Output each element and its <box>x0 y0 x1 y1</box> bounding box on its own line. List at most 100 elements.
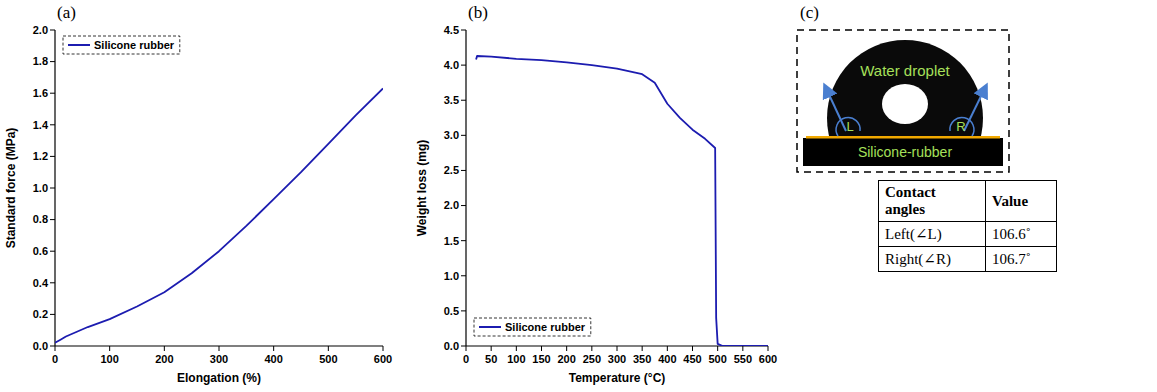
y-tick <box>461 310 466 311</box>
substrate <box>803 138 1003 166</box>
y-tick <box>50 61 55 62</box>
legend-swatch <box>479 326 501 328</box>
series-group <box>55 88 383 342</box>
panel-label: (b) <box>468 3 488 22</box>
x-tick-label: 400 <box>658 353 676 365</box>
droplet-highlight <box>882 84 928 124</box>
table-row: Left(∠L)106.6˚ <box>879 222 1057 247</box>
legend-box <box>63 36 180 54</box>
x-tick-label: 250 <box>583 353 601 365</box>
y-tick <box>461 100 466 101</box>
y-tick-label: 1.8 <box>33 55 48 67</box>
panel-label: (a) <box>57 3 76 22</box>
y-tick-label: 3.5 <box>444 94 459 106</box>
legend: Silicone rubber <box>63 36 180 54</box>
x-tick-label: 50 <box>485 353 497 365</box>
y-tick <box>50 314 55 315</box>
y-tick-label: 2.0 <box>33 24 48 36</box>
legend-swatch <box>68 44 90 46</box>
x-tick <box>742 346 743 351</box>
y-tick-label: 1.2 <box>33 150 48 162</box>
tangent-arrow <box>964 86 986 131</box>
table-row: Right(∠R)106.7˚ <box>879 247 1057 272</box>
x-tick <box>55 346 56 351</box>
y-tick <box>461 346 466 347</box>
x-tick <box>328 346 329 351</box>
x-tick <box>219 346 220 351</box>
x-tick <box>617 346 618 351</box>
figure-canvas: (a)0.00.20.40.60.81.01.21.41.61.82.00100… <box>0 0 1157 392</box>
x-tick-label: 600 <box>374 353 392 365</box>
y-tick-label: 2.5 <box>444 164 459 176</box>
series-group <box>476 56 768 346</box>
x-tick <box>164 346 165 351</box>
y-tick-label: 3.0 <box>444 129 459 141</box>
legend-label: Silicone rubber <box>505 321 586 333</box>
x-tick <box>692 346 693 351</box>
y-tick <box>50 188 55 189</box>
panel-c: (c)Water dropletLRSilicone-rubber <box>797 3 1009 196</box>
x-tick-label: 200 <box>557 353 575 365</box>
y-axis <box>465 30 466 346</box>
figure: (a)0.00.20.40.60.81.01.21.41.61.82.00100… <box>0 0 1157 392</box>
y-tick-label: 1.5 <box>444 235 459 247</box>
x-tick-label: 300 <box>608 353 626 365</box>
y-tick <box>50 282 55 283</box>
x-tick-label: 450 <box>683 353 701 365</box>
x-tick <box>109 346 110 351</box>
y-tick <box>461 205 466 206</box>
table-header: Value <box>986 181 1057 222</box>
x-tick <box>768 346 769 351</box>
y-axis-title: Weight loss (mg) <box>415 140 429 236</box>
x-tick-label: 150 <box>532 353 550 365</box>
y-tick <box>461 135 466 136</box>
x-tick-label: 400 <box>264 353 282 365</box>
y-tick-label: 1.6 <box>33 87 48 99</box>
x-tick <box>717 346 718 351</box>
data-line <box>55 88 383 342</box>
x-tick <box>466 346 467 351</box>
droplet-label: Water droplet <box>860 62 950 79</box>
y-tick <box>461 30 466 31</box>
x-tick-label: 0 <box>463 353 469 365</box>
x-tick <box>273 346 274 351</box>
angle-label: L <box>846 119 853 134</box>
y-tick-label: 0.0 <box>444 340 459 352</box>
x-tick-label: 600 <box>759 353 777 365</box>
panel: (a)0.00.20.40.60.81.01.21.41.61.82.00100… <box>4 3 392 385</box>
table-cell: Right(∠R) <box>879 247 986 272</box>
table-cell: Left(∠L) <box>879 222 986 247</box>
y-tick <box>50 251 55 252</box>
data-line <box>476 56 768 346</box>
y-tick-label: 4.5 <box>444 24 459 36</box>
table-header: Contact angles <box>879 181 986 222</box>
y-tick-label: 0.2 <box>33 308 48 320</box>
y-tick <box>461 170 466 171</box>
y-tick-label: 0.4 <box>33 277 49 289</box>
legend-box <box>474 318 591 336</box>
y-tick-label: 0.0 <box>33 340 48 352</box>
y-tick <box>50 156 55 157</box>
legend-label: Silicone rubber <box>94 39 175 51</box>
x-tick-label: 200 <box>155 353 173 365</box>
y-tick <box>50 219 55 220</box>
y-axis-title: Standard force (MPa) <box>4 128 18 249</box>
y-tick <box>50 346 55 347</box>
panel-label: (c) <box>800 3 819 22</box>
x-axis-title: Elongation (%) <box>177 371 261 385</box>
angle-arc <box>950 118 974 136</box>
y-tick <box>50 124 55 125</box>
table-cell: 106.7˚ <box>986 247 1057 272</box>
contact-angle-table: Contact anglesValueLeft(∠L)106.6˚Right(∠… <box>878 180 1057 272</box>
x-tick <box>566 346 567 351</box>
x-tick-label: 100 <box>100 353 118 365</box>
x-axis-title: Temperature (°C) <box>569 371 666 385</box>
y-tick-label: 0.5 <box>444 305 459 317</box>
y-tick <box>461 240 466 241</box>
y-tick-label: 0.8 <box>33 213 48 225</box>
table-cell: 106.6˚ <box>986 222 1057 247</box>
x-tick-label: 300 <box>210 353 228 365</box>
y-tick <box>50 30 55 31</box>
x-tick-label: 500 <box>708 353 726 365</box>
y-tick <box>50 93 55 94</box>
